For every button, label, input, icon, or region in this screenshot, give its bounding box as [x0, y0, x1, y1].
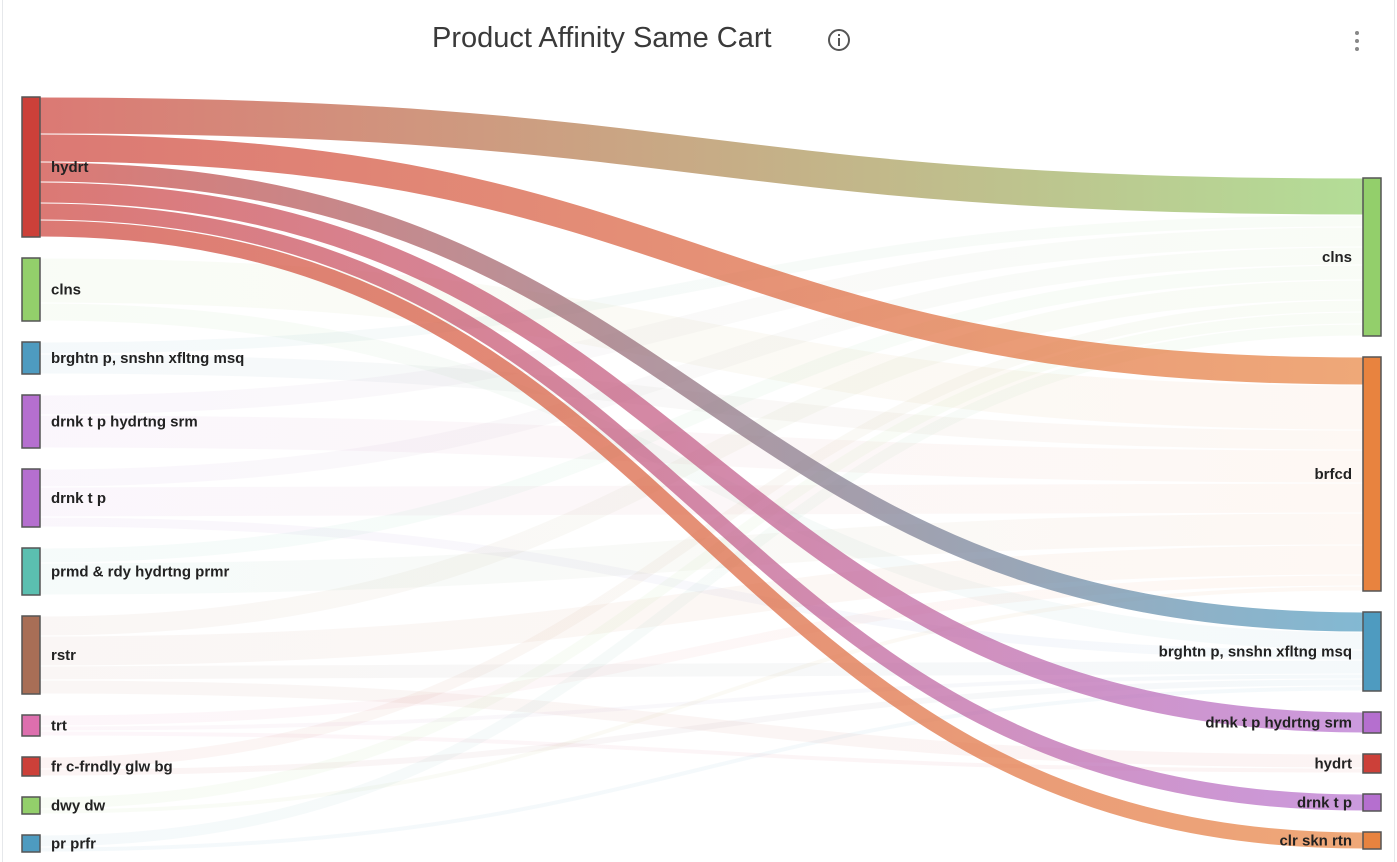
- target-node-label: drnk t p hydrtng srm: [1205, 715, 1352, 732]
- sankey-link[interactable]: [39, 545, 1364, 666]
- sankey-link[interactable]: [39, 162, 1364, 632]
- target-node[interactable]: [1362, 753, 1382, 774]
- info-icon[interactable]: [828, 29, 850, 51]
- source-node[interactable]: [21, 341, 41, 375]
- target-node-label: clns: [1322, 249, 1352, 266]
- target-node[interactable]: [1362, 711, 1382, 734]
- target-node-label: hydrt: [1315, 756, 1353, 773]
- source-node-label: fr c-frndly glw bg: [51, 759, 173, 776]
- source-node-label: clns: [51, 282, 81, 299]
- source-node[interactable]: [21, 96, 41, 238]
- target-node-label: drnk t p: [1297, 795, 1352, 812]
- sankey-link[interactable]: [39, 258, 1364, 430]
- sankey-link[interactable]: [39, 247, 1364, 487]
- sankey-link[interactable]: [39, 215, 1364, 354]
- chart-title: Product Affinity Same Cart: [432, 22, 772, 54]
- source-node-label: dwy dw: [51, 798, 106, 815]
- sankey-link[interactable]: [39, 203, 1364, 811]
- sankey-link[interactable]: [39, 674, 1364, 731]
- source-node-label: drnk t p: [51, 490, 106, 507]
- sankey-link[interactable]: [39, 182, 1364, 733]
- kebab-menu-icon[interactable]: [1350, 28, 1364, 54]
- source-node[interactable]: [21, 468, 41, 528]
- source-node-label: pr prfr: [51, 836, 96, 853]
- sankey-link[interactable]: [39, 265, 1364, 563]
- source-node-label: prmd & rdy hydrtng prmr: [51, 564, 230, 581]
- sankey-link[interactable]: [39, 134, 1364, 385]
- target-node[interactable]: [1362, 177, 1382, 337]
- source-node[interactable]: [21, 257, 41, 322]
- target-node[interactable]: [1362, 793, 1382, 812]
- sankey-link[interactable]: [39, 680, 1364, 768]
- source-node-label: brghtn p, snshn xfltng msq: [51, 350, 244, 367]
- source-node[interactable]: [21, 834, 41, 853]
- source-node-label: hydrt: [51, 159, 89, 176]
- source-node[interactable]: [21, 714, 41, 737]
- sankey-link[interactable]: [39, 220, 1364, 849]
- target-node[interactable]: [1362, 611, 1382, 692]
- source-node[interactable]: [21, 394, 41, 449]
- source-node[interactable]: [21, 756, 41, 777]
- target-node-label: brghtn p, snshn xfltng msq: [1159, 644, 1352, 661]
- target-node[interactable]: [1362, 831, 1382, 850]
- target-node-label: clr skn rtn: [1279, 833, 1352, 850]
- source-node-label: rstr: [51, 647, 76, 664]
- source-node[interactable]: [21, 547, 41, 596]
- source-node[interactable]: [21, 796, 41, 815]
- sankey-link[interactable]: [39, 227, 1364, 415]
- target-node-label: brfcd: [1315, 466, 1353, 483]
- sankey-link[interactable]: [39, 97, 1364, 215]
- target-node[interactable]: [1362, 356, 1382, 592]
- source-node-label: trt: [51, 718, 67, 735]
- source-node-label: drnk t p hydrtng srm: [51, 414, 198, 431]
- source-node[interactable]: [21, 615, 41, 695]
- sankey-link[interactable]: [39, 303, 1364, 650]
- sankey-link[interactable]: [39, 660, 1364, 680]
